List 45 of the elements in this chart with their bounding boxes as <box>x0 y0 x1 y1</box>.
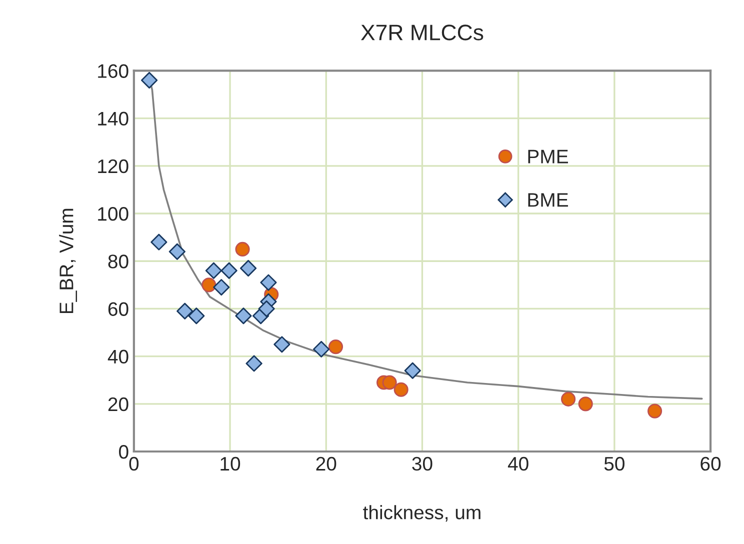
x-axis-title: thickness, um <box>363 505 480 522</box>
y-tick-label: 120 <box>98 159 128 174</box>
point <box>240 260 257 277</box>
y-tick-label: 60 <box>108 302 128 316</box>
point <box>188 308 205 324</box>
y-tick-label: 40 <box>108 350 128 364</box>
point <box>648 404 662 418</box>
point <box>205 262 222 279</box>
legend-label: PME <box>528 150 568 164</box>
x-tick-label: 40 <box>508 456 528 471</box>
x-tick-label: 30 <box>412 456 432 471</box>
x-tick-label: 60 <box>700 456 721 471</box>
y-tick-label: 0 <box>119 444 128 459</box>
point <box>274 336 290 353</box>
y-tick-label: 140 <box>98 112 128 126</box>
y-axis-title: E_BR, V/um <box>59 208 78 314</box>
y-tick-label: 160 <box>98 64 128 78</box>
point <box>235 242 250 257</box>
point <box>176 302 194 320</box>
y-tick-label: 100 <box>98 206 128 221</box>
x-tick-label: 20 <box>316 456 336 471</box>
point <box>394 382 408 397</box>
legend-label: BME <box>528 193 568 207</box>
y-tick-label: 80 <box>108 254 128 268</box>
point <box>328 340 344 354</box>
x-tick-label: 10 <box>220 456 240 471</box>
point <box>202 278 216 292</box>
x-tick-label: 50 <box>604 456 624 471</box>
point <box>150 234 168 250</box>
point <box>235 308 252 324</box>
point <box>578 396 593 412</box>
chart-title: X7R MLCCs <box>360 24 484 40</box>
point <box>213 279 230 296</box>
point <box>404 362 421 379</box>
x-tick-label: 0 <box>129 456 139 471</box>
point <box>313 340 330 358</box>
y-tick-label: 20 <box>108 397 128 412</box>
point <box>140 72 158 89</box>
point <box>168 243 186 260</box>
point <box>382 375 397 390</box>
point <box>561 392 576 406</box>
point <box>260 274 277 291</box>
point <box>220 262 238 279</box>
point <box>246 355 262 372</box>
point <box>258 300 275 318</box>
